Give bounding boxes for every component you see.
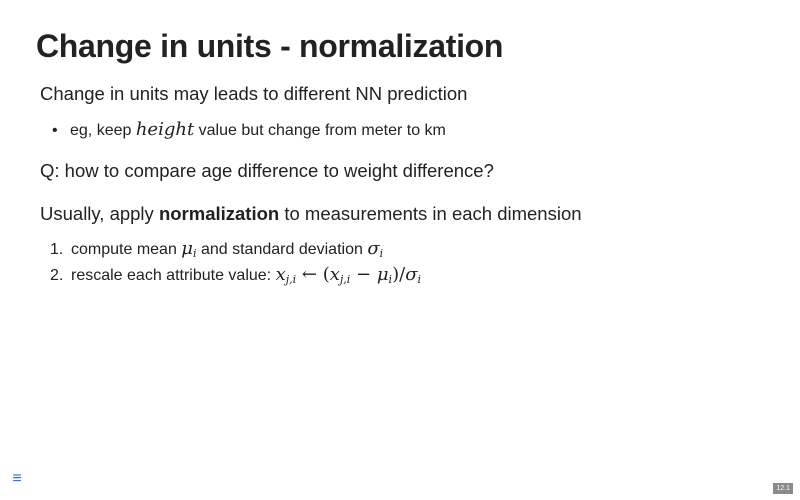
normalization-bold: normalization [158,203,280,224]
intro-text: Change in units may leads to different N… [40,83,468,104]
steps-list: 1. compute mean μi and standard deviation… [50,237,421,289]
bullet-suffix: value but change from meter to km [194,122,446,139]
usually-prefix: Usually, apply [40,203,159,224]
height-math: height [135,119,195,140]
slide-title: Change in units - normalization [36,28,504,64]
step-item-1: 1. compute mean μi and standard deviation… [50,237,421,263]
menu-icon[interactable]: ≡ [12,470,22,487]
step-number: 1. [50,241,64,258]
mu-math: μi [181,238,197,260]
step-item-2: 2. rescale each attribute value: xj,i ← (… [50,263,421,289]
sigma-math: σi [367,238,384,260]
step-number: 2. [50,267,64,284]
step-text: rescale each attribute value: [71,267,276,284]
rescale-formula: xj,i ← (xj,i − μi)/σi [275,264,422,286]
step-text: compute mean [71,241,182,258]
example-bullet: eg, keep height value but change from me… [52,119,446,142]
bullet-prefix: eg, keep [70,122,136,139]
step-text: and standard deviation [196,241,368,258]
usually-suffix: to measurements in each dimension [279,203,582,224]
usually-text: Usually, apply normalization to measurem… [40,202,582,226]
example-bullet-list: eg, keep height value but change from me… [52,119,446,142]
question-text: Q: how to compare age difference to weig… [40,160,494,181]
slide-number-badge: 12.1 [773,483,793,494]
